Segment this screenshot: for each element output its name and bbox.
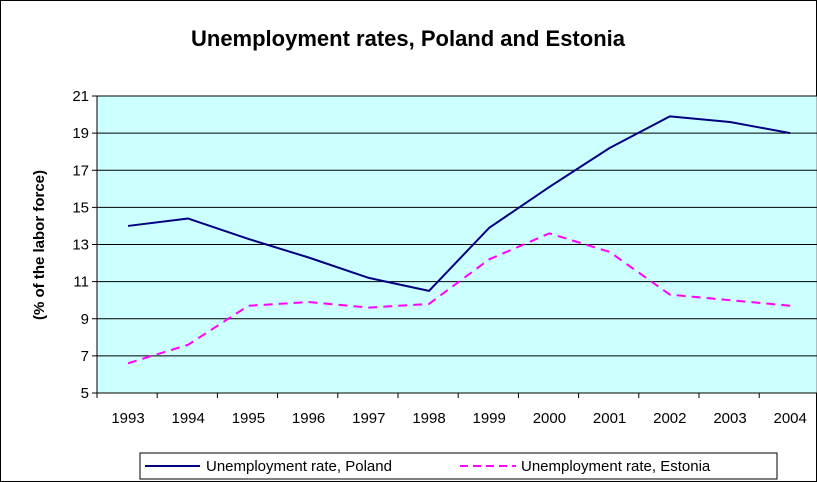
y-tick-label: 9	[81, 311, 89, 328]
x-tick-label: 1997	[352, 410, 385, 427]
y-tick-label: 11	[73, 274, 89, 291]
axes	[92, 95, 817, 398]
legend: Unemployment rate, Poland Unemployment r…	[139, 452, 778, 480]
x-tick-label: 1995	[232, 410, 265, 427]
legend-label-estonia: Unemployment rate, Estonia	[521, 458, 711, 475]
y-tick-label: 17	[72, 162, 89, 179]
y-tick-label: 7	[81, 348, 89, 365]
y-tick-label: 5	[81, 385, 89, 402]
chart-title: Unemployment rates, Poland and Estonia	[191, 26, 626, 51]
x-tick-label: 2003	[713, 410, 746, 427]
gridlines	[97, 95, 817, 357]
x-tick-label: 2001	[593, 410, 626, 427]
x-tick-label: 1998	[412, 410, 445, 427]
x-tick-label: 1999	[473, 410, 506, 427]
x-tick-label: 1996	[292, 410, 325, 427]
y-tick-label: 19	[72, 125, 89, 142]
x-tick-label: 1993	[111, 410, 144, 427]
series-line-poland	[127, 115, 791, 292]
x-tick-label: 1994	[172, 410, 205, 427]
y-tick-label: 21	[72, 88, 89, 105]
x-tick-label: 2002	[653, 410, 686, 427]
legend-box	[139, 452, 778, 480]
y-tick-label: 13	[72, 237, 89, 254]
y-axis-label: (% of the labor force)	[31, 170, 48, 320]
x-tick-label: 2000	[533, 410, 566, 427]
y-tick-labels: 5 7 9 11 13 15 17 19 21	[72, 88, 89, 402]
series-lines	[127, 115, 791, 365]
legend-label-poland: Unemployment rate, Poland	[206, 458, 392, 475]
x-tick-label: 2004	[774, 410, 807, 427]
y-tick-label: 15	[72, 199, 89, 216]
x-tick-labels: 1993 1994 1995 1996 1997 1998 1999 2000 2001 2002…	[111, 410, 807, 427]
series-line-estonia	[127, 232, 791, 365]
